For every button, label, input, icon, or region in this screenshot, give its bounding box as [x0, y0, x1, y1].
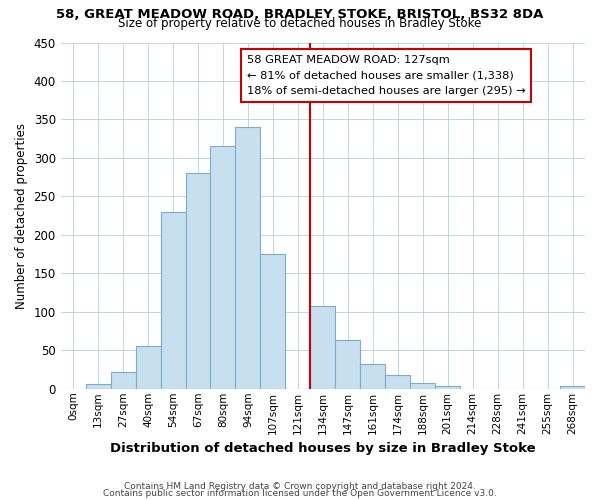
Bar: [110, 372, 136, 389]
Bar: [560, 386, 585, 389]
Bar: [360, 364, 385, 389]
Bar: [260, 254, 286, 389]
Bar: [185, 174, 211, 389]
Bar: [335, 340, 360, 389]
Bar: [435, 386, 460, 389]
Bar: [385, 375, 410, 389]
Bar: [410, 382, 435, 389]
Bar: [211, 146, 235, 389]
Text: Contains HM Land Registry data © Crown copyright and database right 2024.: Contains HM Land Registry data © Crown c…: [124, 482, 476, 491]
Y-axis label: Number of detached properties: Number of detached properties: [15, 122, 28, 308]
Bar: [235, 127, 260, 389]
Text: Size of property relative to detached houses in Bradley Stoke: Size of property relative to detached ho…: [118, 16, 482, 30]
Text: 58, GREAT MEADOW ROAD, BRADLEY STOKE, BRISTOL, BS32 8DA: 58, GREAT MEADOW ROAD, BRADLEY STOKE, BR…: [56, 8, 544, 20]
Bar: [161, 212, 185, 389]
Bar: [310, 306, 335, 389]
Text: 58 GREAT MEADOW ROAD: 127sqm
← 81% of detached houses are smaller (1,338)
18% of: 58 GREAT MEADOW ROAD: 127sqm ← 81% of de…: [247, 54, 526, 96]
Bar: [136, 346, 161, 389]
X-axis label: Distribution of detached houses by size in Bradley Stoke: Distribution of detached houses by size …: [110, 442, 536, 455]
Bar: [86, 384, 110, 389]
Text: Contains public sector information licensed under the Open Government Licence v3: Contains public sector information licen…: [103, 490, 497, 498]
